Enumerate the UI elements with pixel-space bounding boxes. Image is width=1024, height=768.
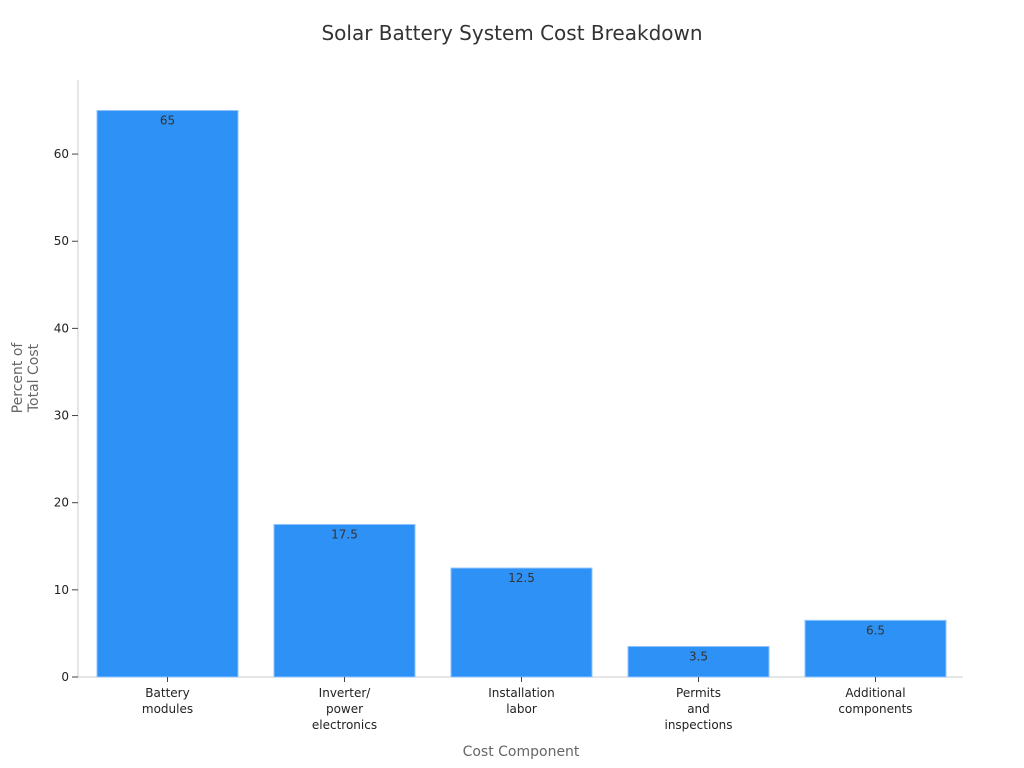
plot-area: 0 10 20 30 40 50 60 65 Battery modules 17.5 Inverte… bbox=[54, 80, 963, 732]
bar bbox=[273, 523, 416, 678]
bar-data-label: 12.5 bbox=[508, 571, 535, 585]
y-tick-label: 40 bbox=[54, 321, 69, 335]
y-tick-label: 20 bbox=[54, 496, 69, 510]
chart-title: Solar Battery System Cost Breakdown bbox=[321, 21, 702, 45]
y-axis-title-text: Percent ofTotal Cost bbox=[10, 342, 42, 414]
x-tick-label: Permits and inspections bbox=[664, 686, 732, 732]
y-axis-title: Percent ofTotal Cost bbox=[10, 342, 42, 414]
bar-data-label: 3.5 bbox=[689, 649, 708, 663]
x-tick-label: Installation labor bbox=[488, 686, 554, 716]
x-tick-label: Battery modules bbox=[142, 686, 193, 716]
x-tick-label: Inverter/power electronics bbox=[312, 686, 377, 732]
y-tick-label: 0 bbox=[61, 670, 69, 684]
bar bbox=[627, 645, 770, 678]
bar bbox=[96, 110, 239, 678]
x-tick-label: Additional components bbox=[838, 686, 912, 716]
y-tick-label: 60 bbox=[54, 147, 69, 161]
y-tick-label: 10 bbox=[54, 583, 69, 597]
bar-data-label: 6.5 bbox=[866, 623, 885, 637]
bar-data-label: 17.5 bbox=[331, 527, 358, 541]
bar bbox=[450, 567, 593, 678]
y-tick-label: 30 bbox=[54, 409, 69, 423]
bar bbox=[804, 619, 947, 678]
x-axis-title: Cost Component bbox=[463, 744, 580, 760]
bar-data-label: 65 bbox=[160, 114, 175, 128]
y-tick-label: 50 bbox=[54, 234, 69, 248]
